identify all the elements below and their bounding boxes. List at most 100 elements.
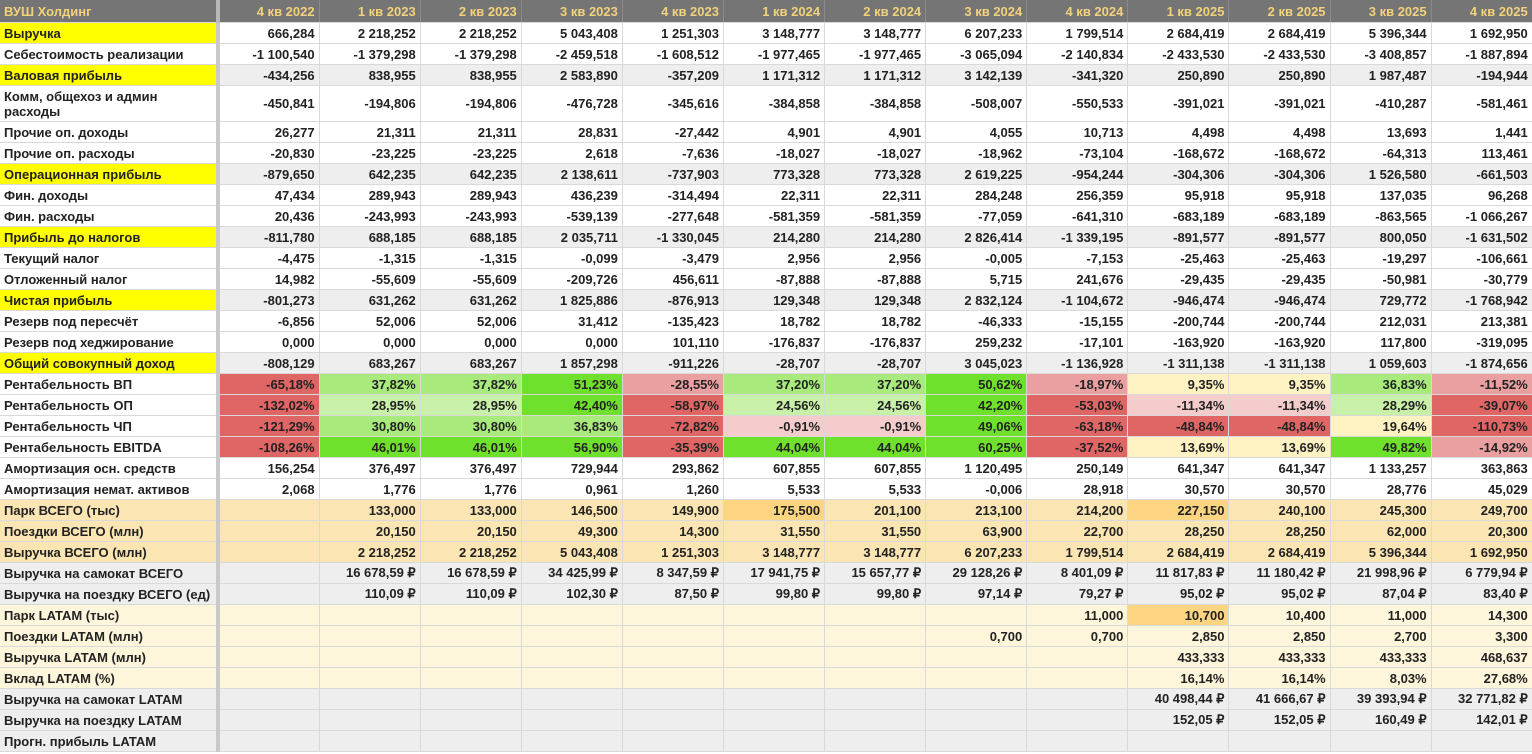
table-cell[interactable]: -15,155	[1026, 310, 1129, 332]
table-cell[interactable]	[622, 730, 724, 752]
table-cell[interactable]: 631,262	[420, 289, 522, 311]
table-cell[interactable]: 129,348	[824, 289, 927, 311]
table-cell[interactable]	[824, 709, 927, 731]
table-cell[interactable]: 60,25%	[925, 436, 1028, 458]
table-cell[interactable]: 1 120,495	[925, 457, 1028, 479]
table-cell[interactable]: -1 100,540	[218, 43, 320, 65]
table-cell[interactable]: 245,300	[1330, 499, 1432, 521]
column-header[interactable]: 2 кв 2025	[1228, 0, 1331, 23]
table-cell[interactable]: -194,806	[319, 85, 421, 122]
table-cell[interactable]: 289,943	[319, 184, 421, 206]
table-cell[interactable]: 37,82%	[420, 373, 522, 395]
table-cell[interactable]: 249,700	[1431, 499, 1532, 521]
table-cell[interactable]: -410,287	[1330, 85, 1432, 122]
table-cell[interactable]: 11 817,83 ₽	[1127, 562, 1230, 584]
table-cell[interactable]: 2 218,252	[420, 22, 522, 44]
table-cell[interactable]	[420, 730, 522, 752]
table-cell[interactable]: -4,475	[218, 247, 320, 269]
table-cell[interactable]: 2,956	[723, 247, 826, 269]
table-cell[interactable]: 284,248	[925, 184, 1028, 206]
table-cell[interactable]: 28,95%	[319, 394, 421, 416]
row-label[interactable]: Прочие оп. доходы	[0, 121, 220, 143]
table-cell[interactable]: 31,412	[521, 310, 623, 332]
table-cell[interactable]: -954,244	[1026, 163, 1129, 185]
row-label[interactable]: Выручка LATAM (млн)	[0, 646, 220, 668]
table-cell[interactable]: -1 379,298	[319, 43, 421, 65]
table-cell[interactable]: 1 825,886	[521, 289, 623, 311]
table-cell[interactable]: -48,84%	[1228, 415, 1331, 437]
table-cell[interactable]: -737,903	[622, 163, 724, 185]
table-cell[interactable]: 433,333	[1228, 646, 1331, 668]
table-cell[interactable]: -1 330,045	[622, 226, 724, 248]
table-cell[interactable]: 113,461	[1431, 142, 1532, 164]
table-cell[interactable]: 11 180,42 ₽	[1228, 562, 1331, 584]
table-cell[interactable]	[521, 730, 623, 752]
table-cell[interactable]: 6 779,94 ₽	[1431, 562, 1532, 584]
table-cell[interactable]: 2,618	[521, 142, 623, 164]
table-cell[interactable]: 642,235	[420, 163, 522, 185]
row-label[interactable]: Выручка ВСЕГО (млн)	[0, 541, 220, 563]
table-cell[interactable]	[218, 520, 320, 542]
table-cell[interactable]	[521, 667, 623, 689]
table-cell[interactable]: 3 148,777	[824, 541, 927, 563]
table-cell[interactable]: -194,944	[1431, 64, 1532, 86]
table-cell[interactable]: 2 684,419	[1228, 22, 1331, 44]
table-cell[interactable]	[925, 604, 1028, 626]
table-cell[interactable]: 62,000	[1330, 520, 1432, 542]
table-cell[interactable]: -29,435	[1228, 268, 1331, 290]
row-label[interactable]: Парк ВСЕГО (тыс)	[0, 499, 220, 521]
table-cell[interactable]	[319, 667, 421, 689]
table-cell[interactable]: 2 684,419	[1127, 22, 1230, 44]
table-cell[interactable]: 2,956	[824, 247, 927, 269]
table-cell[interactable]: -11,52%	[1431, 373, 1532, 395]
table-cell[interactable]: -3 408,857	[1330, 43, 1432, 65]
row-label[interactable]: Себестоимость реализации	[0, 43, 220, 65]
table-cell[interactable]	[319, 688, 421, 710]
table-cell[interactable]	[218, 583, 320, 605]
table-cell[interactable]: -200,744	[1127, 310, 1230, 332]
table-cell[interactable]: 52,006	[319, 310, 421, 332]
table-cell[interactable]: 1 987,487	[1330, 64, 1432, 86]
table-cell[interactable]: -27,442	[622, 121, 724, 143]
table-cell[interactable]: 51,23%	[521, 373, 623, 395]
row-label[interactable]: Выручка	[0, 22, 220, 44]
table-cell[interactable]: 16,14%	[1228, 667, 1331, 689]
table-cell[interactable]: 14,982	[218, 268, 320, 290]
table-cell[interactable]: -35,39%	[622, 436, 724, 458]
row-label[interactable]: Выручка на самокат LATAM	[0, 688, 220, 710]
table-cell[interactable]: -1,315	[319, 247, 421, 269]
table-cell[interactable]: 149,900	[622, 499, 724, 521]
table-cell[interactable]: -581,461	[1431, 85, 1532, 122]
table-cell[interactable]: 5,533	[824, 478, 927, 500]
table-cell[interactable]: 2 218,252	[319, 541, 421, 563]
table-cell[interactable]: -176,837	[824, 331, 927, 353]
table-cell[interactable]: 213,100	[925, 499, 1028, 521]
table-cell[interactable]: 16 678,59 ₽	[420, 562, 522, 584]
table-cell[interactable]: -319,095	[1431, 331, 1532, 353]
table-cell[interactable]: -946,474	[1127, 289, 1230, 311]
table-cell[interactable]: 28,250	[1127, 520, 1230, 542]
table-cell[interactable]: -434,256	[218, 64, 320, 86]
table-cell[interactable]: 213,381	[1431, 310, 1532, 332]
row-label[interactable]: Поездки LATAM (млн)	[0, 625, 220, 647]
table-cell[interactable]	[521, 688, 623, 710]
table-cell[interactable]	[1026, 646, 1129, 668]
table-cell[interactable]: 95,02 ₽	[1127, 583, 1230, 605]
table-cell[interactable]: -1 311,138	[1228, 352, 1331, 374]
table-cell[interactable]: 1,260	[622, 478, 724, 500]
table-cell[interactable]: -450,841	[218, 85, 320, 122]
table-cell[interactable]: 18,782	[723, 310, 826, 332]
table-cell[interactable]: 31,550	[723, 520, 826, 542]
table-cell[interactable]: 4,901	[824, 121, 927, 143]
table-cell[interactable]: 2 035,711	[521, 226, 623, 248]
table-cell[interactable]: 2 619,225	[925, 163, 1028, 185]
table-cell[interactable]: -168,672	[1127, 142, 1230, 164]
table-cell[interactable]: -0,91%	[824, 415, 927, 437]
row-label[interactable]: Рентабельность ОП	[0, 394, 220, 416]
table-cell[interactable]: -48,84%	[1127, 415, 1230, 437]
table-cell[interactable]	[925, 709, 1028, 731]
table-cell[interactable]: -39,07%	[1431, 394, 1532, 416]
table-cell[interactable]	[218, 625, 320, 647]
table-cell[interactable]: 1 799,514	[1026, 541, 1129, 563]
table-cell[interactable]: 133,000	[420, 499, 522, 521]
